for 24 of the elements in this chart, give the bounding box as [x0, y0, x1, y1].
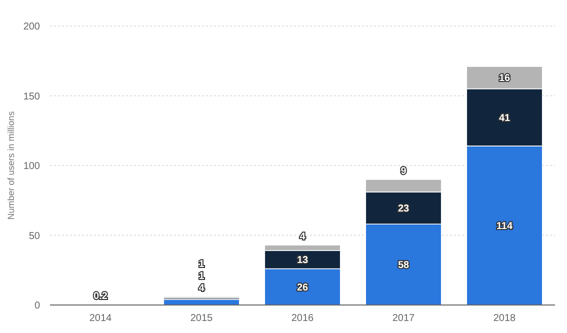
- data-label: 114: [496, 220, 513, 232]
- data-label: 1: [198, 271, 205, 282]
- x-tick-label: 2017: [392, 313, 416, 324]
- data-label: 4: [198, 283, 205, 294]
- y-axis-title: Number of users in millions: [6, 110, 16, 220]
- data-label: 9: [400, 166, 407, 177]
- data-label: 13: [296, 255, 308, 266]
- x-tick-label: 2014: [89, 313, 112, 324]
- x-tick-label: 2016: [291, 313, 314, 324]
- data-label: 26: [296, 282, 308, 294]
- data-label: 4: [300, 232, 306, 243]
- data-label: 0.2: [94, 291, 108, 302]
- data-label: 58: [398, 260, 410, 272]
- y-tick-label: 100: [23, 161, 40, 172]
- data-label: 23: [398, 204, 410, 215]
- data-label: 16: [498, 73, 510, 84]
- data-label: 1: [198, 259, 205, 270]
- x-tick-label: 2018: [493, 313, 516, 324]
- x-tick-label: 2015: [190, 313, 214, 324]
- data-label: 41: [498, 112, 510, 124]
- y-tick-label: 0: [34, 300, 40, 312]
- y-tick-label: 200: [23, 22, 40, 32]
- y-tick-label: 150: [23, 91, 40, 102]
- y-tick-label: 50: [28, 230, 40, 242]
